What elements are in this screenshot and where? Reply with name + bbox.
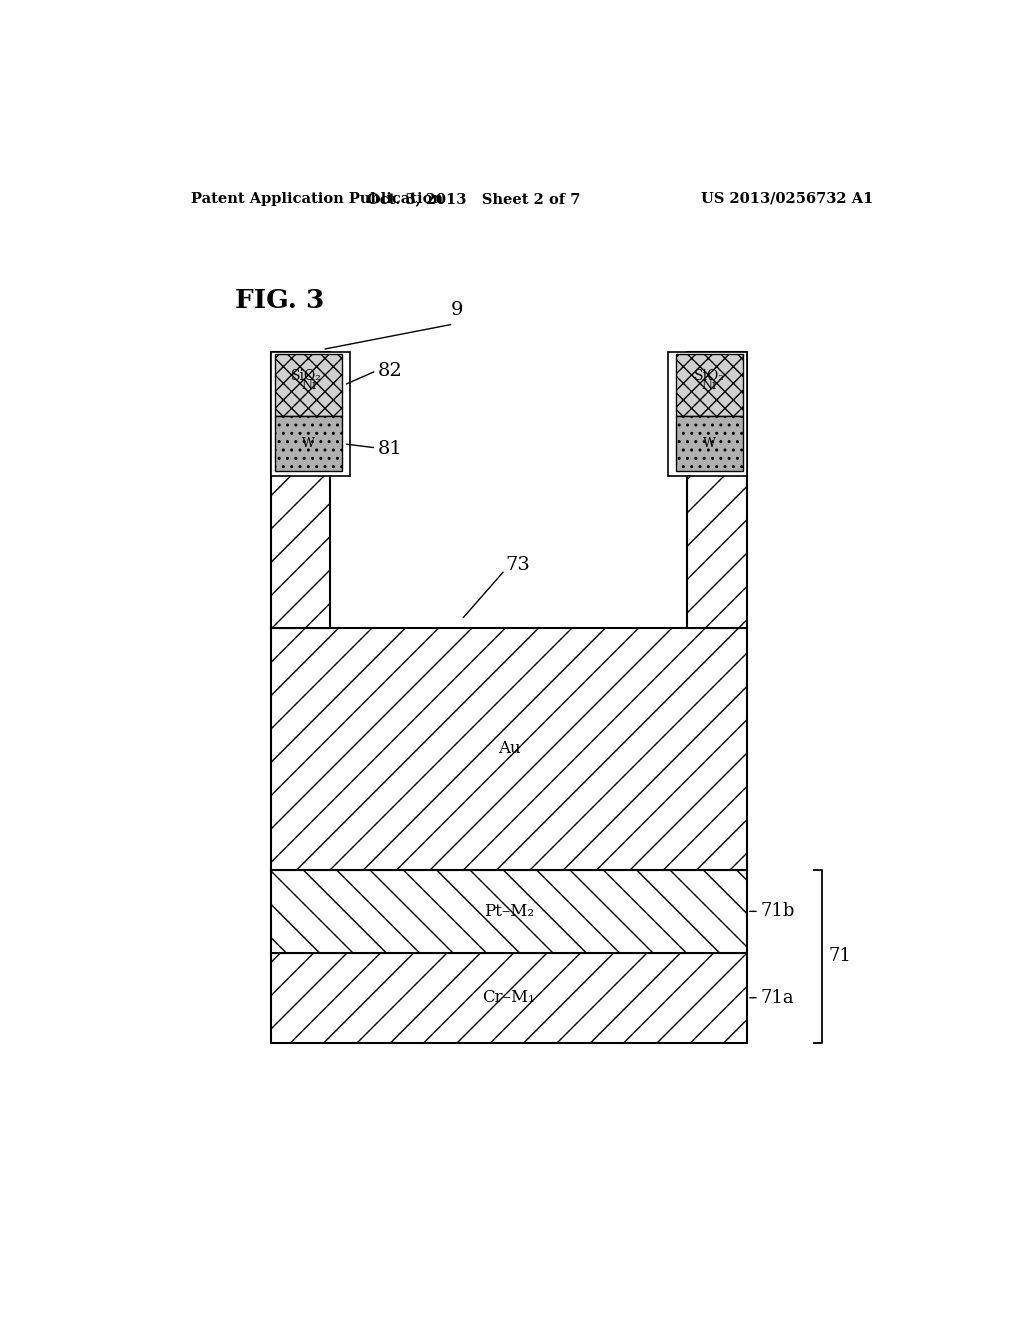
Text: SiO₂: SiO₂ <box>693 370 724 383</box>
Bar <box>270 351 350 477</box>
Bar <box>270 953 748 1043</box>
Bar <box>676 354 743 416</box>
Text: W: W <box>702 437 716 450</box>
Text: 81: 81 <box>378 440 402 458</box>
Text: W: W <box>302 437 315 450</box>
Text: Ni: Ni <box>301 379 316 392</box>
Text: 71a: 71a <box>761 989 795 1007</box>
Bar <box>270 870 748 953</box>
Bar <box>687 351 748 628</box>
Text: SiO₂: SiO₂ <box>291 370 322 383</box>
Bar <box>270 351 331 628</box>
Bar <box>676 416 743 471</box>
Bar <box>274 354 342 416</box>
Text: 71b: 71b <box>761 903 795 920</box>
Text: Oct. 3, 2013   Sheet 2 of 7: Oct. 3, 2013 Sheet 2 of 7 <box>367 191 580 206</box>
Text: Pt–M₂: Pt–M₂ <box>484 903 534 920</box>
Bar <box>270 628 748 870</box>
Text: Cr–M₁: Cr–M₁ <box>482 989 536 1006</box>
Text: FIG. 3: FIG. 3 <box>236 289 325 313</box>
Text: 73: 73 <box>505 556 529 574</box>
Bar <box>668 351 748 477</box>
Text: 9: 9 <box>452 301 464 319</box>
Text: 82: 82 <box>378 362 402 380</box>
Text: US 2013/0256732 A1: US 2013/0256732 A1 <box>700 191 872 206</box>
Text: 71: 71 <box>828 948 852 965</box>
Text: Patent Application Publication: Patent Application Publication <box>191 191 443 206</box>
Text: Au: Au <box>498 741 520 758</box>
Text: Ni: Ni <box>701 379 717 392</box>
Bar <box>274 416 342 471</box>
